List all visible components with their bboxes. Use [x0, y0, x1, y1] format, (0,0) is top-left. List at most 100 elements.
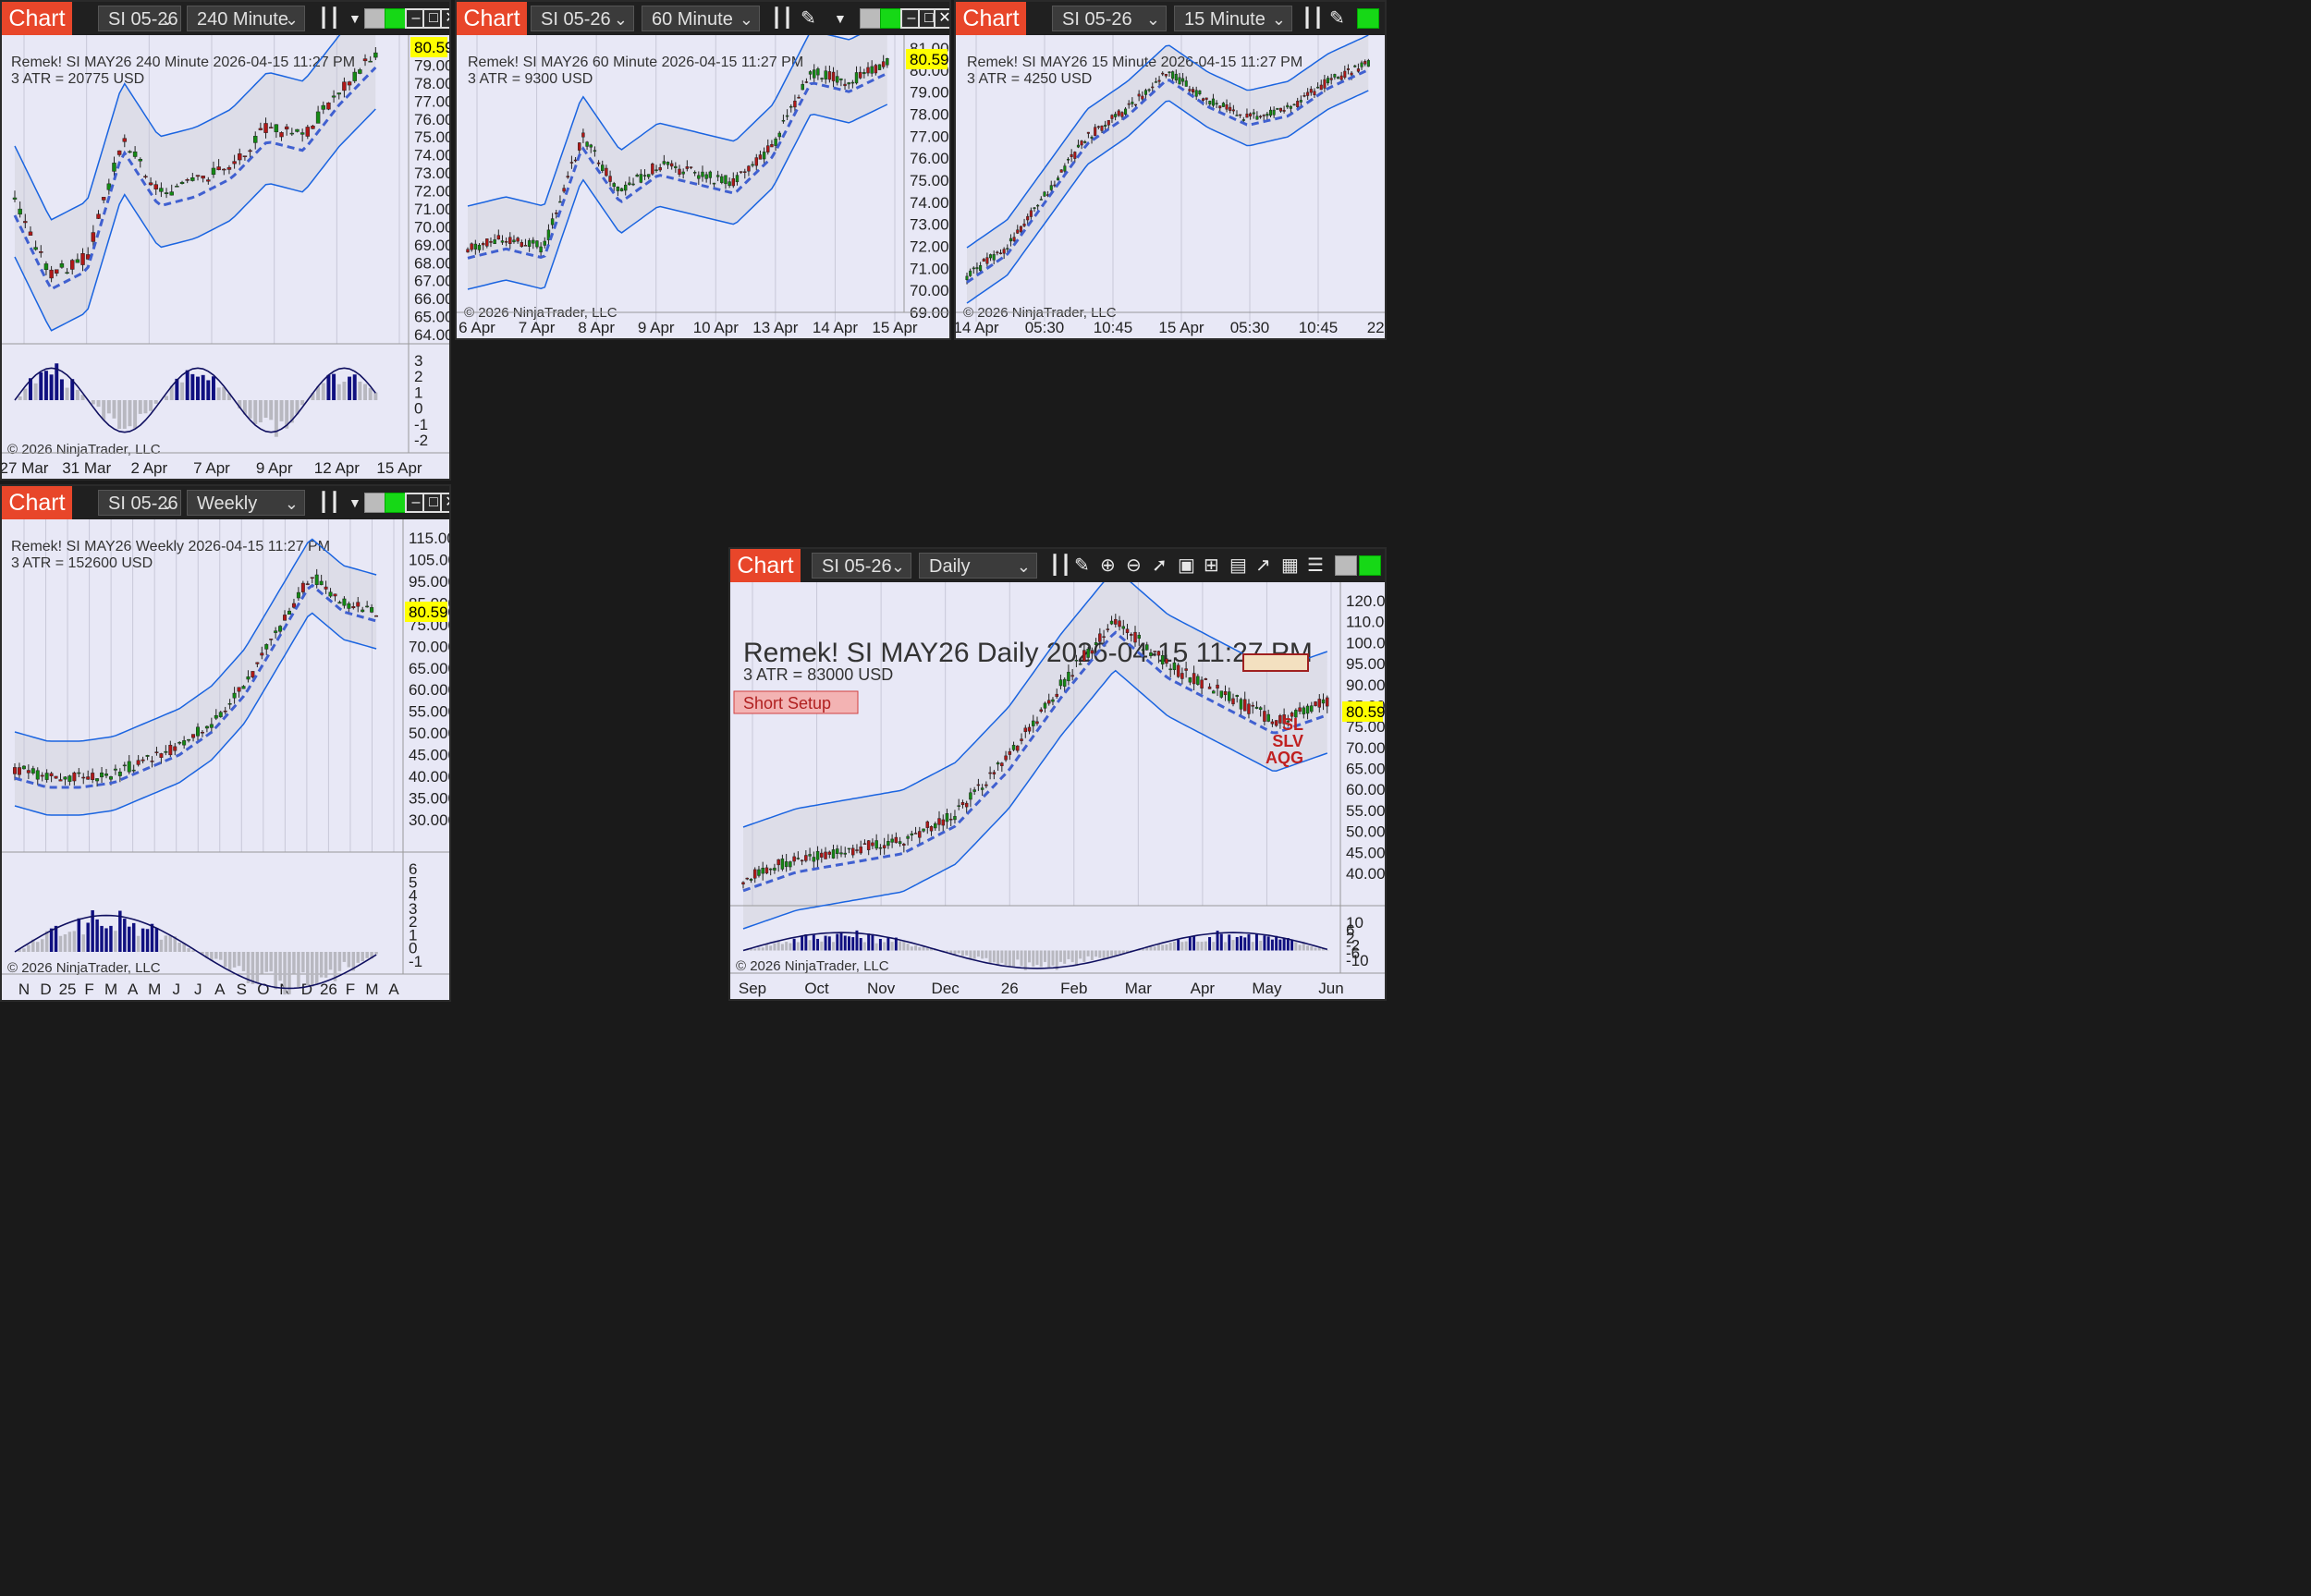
close-button[interactable]: ✕	[934, 8, 949, 29]
list-icon[interactable]: ☰	[1307, 555, 1324, 576]
data-box-icon[interactable]: ▣	[1178, 555, 1195, 576]
candle	[319, 580, 324, 586]
candle	[117, 771, 122, 776]
minimize-button[interactable]: –	[900, 8, 923, 29]
bar-style-icon[interactable]: ┃┃	[1302, 8, 1325, 29]
price-chart[interactable]: Remek! SI MAY26 15 Minute 2026-04-15 11:…	[956, 35, 1385, 340]
window-color-button[interactable]	[880, 8, 902, 29]
properties-icon[interactable]: ⊞	[1204, 555, 1219, 576]
candle	[300, 132, 305, 135]
histogram-bar	[1086, 950, 1090, 956]
pencil-icon[interactable]: ✎	[1074, 555, 1090, 576]
candle	[1286, 104, 1290, 108]
window-color-button[interactable]	[385, 493, 407, 513]
chevron-down-icon[interactable]: ⌄	[890, 557, 905, 576]
candle	[996, 762, 1000, 765]
window-link-button[interactable]	[364, 8, 386, 29]
instrument-selector[interactable]: SI 05-26 ⌄	[531, 6, 634, 31]
histogram-bar	[1043, 950, 1046, 962]
pencil-icon[interactable]: ✎	[1329, 8, 1345, 29]
histogram-bar	[910, 946, 913, 951]
timeframe-selector[interactable]: Weekly ⌄	[187, 490, 305, 516]
close-button[interactable]: ✕	[440, 8, 449, 29]
histogram-bar	[1231, 940, 1235, 951]
chevron-down-icon[interactable]: ⌄	[613, 10, 628, 29]
dropdown-arrow-icon[interactable]: ▼	[348, 11, 361, 26]
chevron-down-icon[interactable]: ⌄	[284, 10, 299, 29]
close-button[interactable]: ✕	[440, 493, 449, 513]
histogram-bar	[49, 374, 54, 400]
candle	[1016, 229, 1020, 234]
candle	[1000, 762, 1004, 766]
short-setup-box[interactable]	[733, 690, 859, 714]
chart-tab-label[interactable]: Chart	[730, 549, 801, 582]
instrument-selector[interactable]: SI 05-26 ⌄	[98, 6, 181, 31]
chevron-down-icon[interactable]: ⌄	[160, 494, 175, 513]
histogram-bar	[1047, 950, 1051, 969]
candle	[321, 104, 326, 110]
histogram-bar	[820, 941, 824, 951]
candle	[356, 602, 361, 607]
chevron-down-icon[interactable]: ⌄	[739, 10, 753, 29]
bar-style-icon[interactable]: ┃┃	[771, 8, 794, 29]
instrument-selector[interactable]: SI 05-26 ⌄	[98, 490, 181, 516]
price-chart[interactable]: Remek! SI MAY26 60 Minute 2026-04-15 11:…	[457, 35, 949, 340]
window-color-button[interactable]	[385, 8, 407, 29]
chart-tab-label[interactable]: Chart	[457, 2, 527, 35]
histogram-bar	[159, 939, 164, 952]
candle	[960, 802, 965, 806]
histogram-bar	[981, 950, 984, 959]
chevron-down-icon[interactable]: ⌄	[284, 494, 299, 513]
candle	[701, 171, 704, 177]
window-link-button[interactable]	[364, 493, 386, 513]
window-color-button[interactable]	[1357, 8, 1379, 29]
chart-tab-label[interactable]: Chart	[956, 2, 1026, 35]
histogram-bar	[342, 952, 347, 962]
pencil-icon[interactable]: ✎	[801, 8, 816, 29]
candle	[1118, 620, 1121, 627]
pointer-icon[interactable]: ➚	[1152, 555, 1168, 576]
histogram-bar	[114, 931, 117, 952]
candle	[855, 849, 859, 851]
dropdown-arrow-icon[interactable]: ▼	[834, 11, 847, 26]
toolbar: Chart SI 05-26 ⌄ Daily ⌄ ┃┃ ✎ ⊕ ⊖ ➚ ▣ ⊞ ▤ …	[730, 549, 1385, 582]
chart-tab-label[interactable]: Chart	[2, 486, 72, 519]
price-chart[interactable]: Remek! SI MAY26 240 Minute 2026-04-15 11…	[2, 35, 449, 481]
zoom-in-icon[interactable]: ⊕	[1100, 555, 1116, 576]
toolbar: Chart SI 05-26 ⌄ 15 Minute ⌄ ┃┃ ✎	[956, 2, 1385, 35]
chevron-down-icon[interactable]: ⌄	[1016, 557, 1031, 576]
chevron-down-icon[interactable]: ⌄	[1145, 10, 1160, 29]
price-chart[interactable]: Remek! SI MAY26 Weekly 2026-04-15 11:27 …	[2, 519, 449, 1002]
instrument-selector[interactable]: SI 05-26 ⌄	[812, 553, 911, 579]
dropdown-arrow-icon[interactable]: ▼	[348, 495, 361, 510]
timeframe-selector[interactable]: 240 Minute ⌄	[187, 6, 305, 31]
timeframe-selector[interactable]: 15 Minute ⌄	[1174, 6, 1292, 31]
candle	[159, 753, 164, 758]
candle	[1076, 144, 1080, 148]
timeframe-selector[interactable]: Daily ⌄	[919, 553, 1037, 579]
indicators-icon[interactable]: ▤	[1229, 555, 1247, 576]
candle	[631, 183, 635, 186]
chevron-down-icon[interactable]: ⌄	[160, 10, 175, 29]
window-color-button[interactable]	[1359, 555, 1381, 576]
zoom-out-icon[interactable]: ⊖	[1126, 555, 1142, 576]
bar-style-icon[interactable]: ┃┃	[318, 493, 341, 513]
timeframe-selector[interactable]: 60 Minute ⌄	[642, 6, 760, 31]
window-link-button[interactable]	[1335, 555, 1357, 576]
bar-style-icon[interactable]: ┃┃	[1049, 555, 1072, 576]
instrument-selector[interactable]: SI 05-26 ⌄	[1052, 6, 1167, 31]
bar-style-icon[interactable]: ┃┃	[318, 8, 341, 29]
candle	[1066, 158, 1070, 161]
short-setup-label[interactable]: Short Setup	[743, 694, 831, 713]
histogram-bar	[295, 400, 300, 415]
x-axis-tick: 31 Mar	[62, 459, 111, 477]
window-link-button[interactable]	[860, 8, 882, 29]
candle	[1343, 70, 1347, 78]
templates-icon[interactable]: ▦	[1281, 555, 1299, 576]
strategies-icon[interactable]: ↗	[1255, 555, 1271, 576]
chevron-down-icon[interactable]: ⌄	[1271, 10, 1286, 29]
x-axis-tick: 15 Apr	[376, 459, 422, 477]
price-chart[interactable]: Remek! SI MAY26 Daily 2026-04-15 11:27 P…	[730, 582, 1385, 1001]
chart-tab-label[interactable]: Chart	[2, 2, 72, 35]
histogram-bar	[180, 382, 185, 400]
